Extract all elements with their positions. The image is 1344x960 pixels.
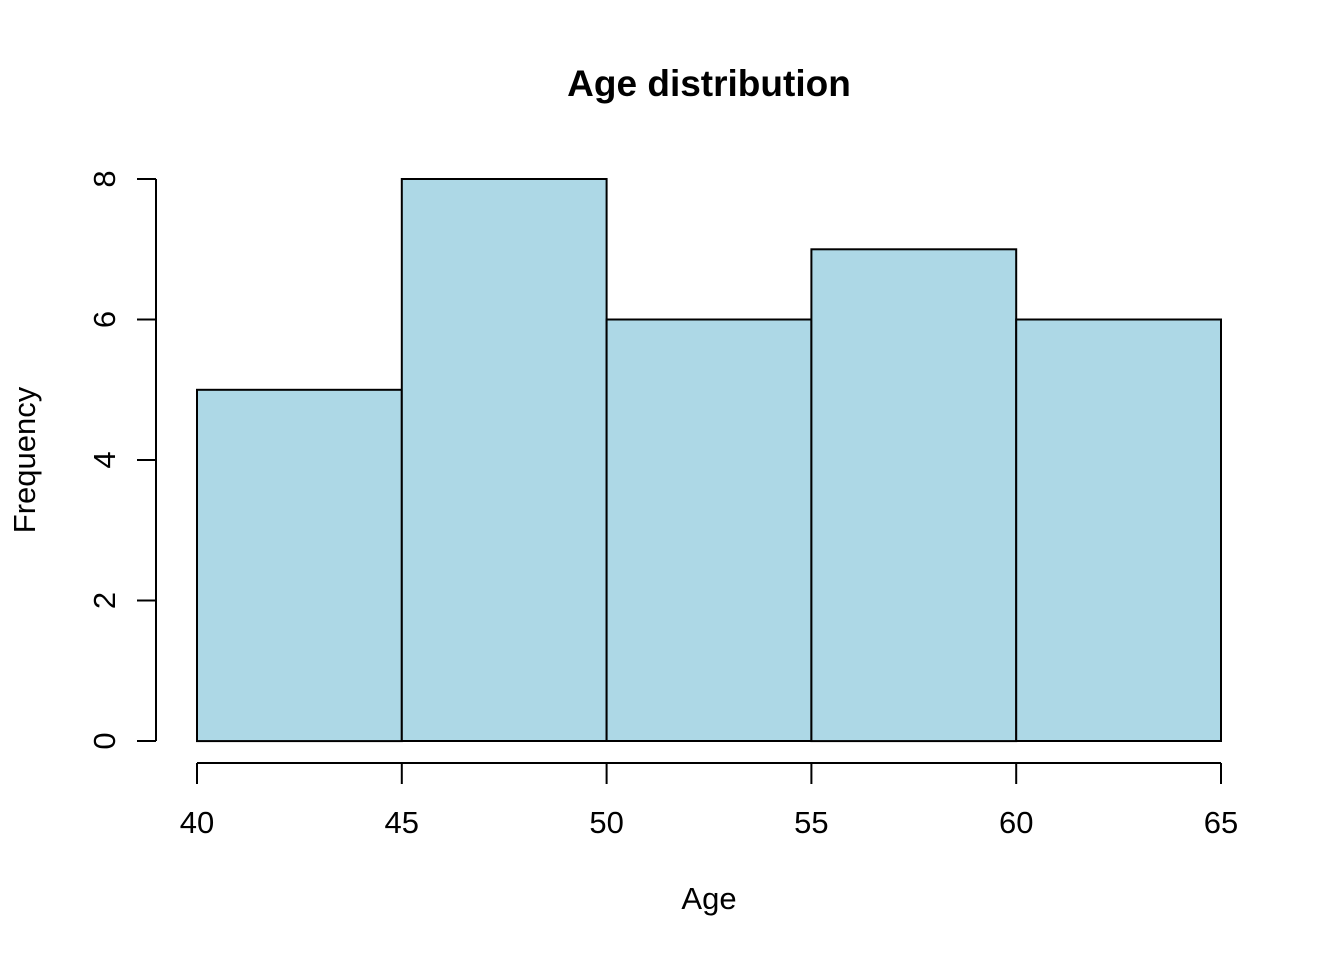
x-axis-label: Age (681, 881, 736, 916)
bars-group (196, 178, 1223, 743)
histogram-bar (196, 388, 403, 743)
y-tick-label: 8 (87, 170, 122, 187)
y-axis-label: Frequency (7, 386, 42, 533)
histogram-bar (810, 248, 1018, 743)
x-tick-label: 65 (1204, 805, 1238, 840)
histogram-bar (1015, 318, 1223, 742)
axes-group: 0 2 4 6 8 40 45 50 55 60 65 (87, 170, 1238, 840)
y-tick-label: 2 (87, 592, 122, 609)
y-tick-label: 0 (87, 732, 122, 749)
x-tick-label: 55 (794, 805, 828, 840)
histogram-bar (400, 178, 608, 742)
x-tick-label: 50 (589, 805, 623, 840)
x-tick-label: 45 (385, 805, 419, 840)
x-tick-label: 40 (180, 805, 214, 840)
y-tick-label: 4 (87, 451, 122, 468)
x-tick-label: 60 (999, 805, 1033, 840)
chart-title: Age distribution (567, 63, 851, 104)
histogram-bar (605, 318, 813, 742)
y-tick-label: 6 (87, 311, 122, 328)
